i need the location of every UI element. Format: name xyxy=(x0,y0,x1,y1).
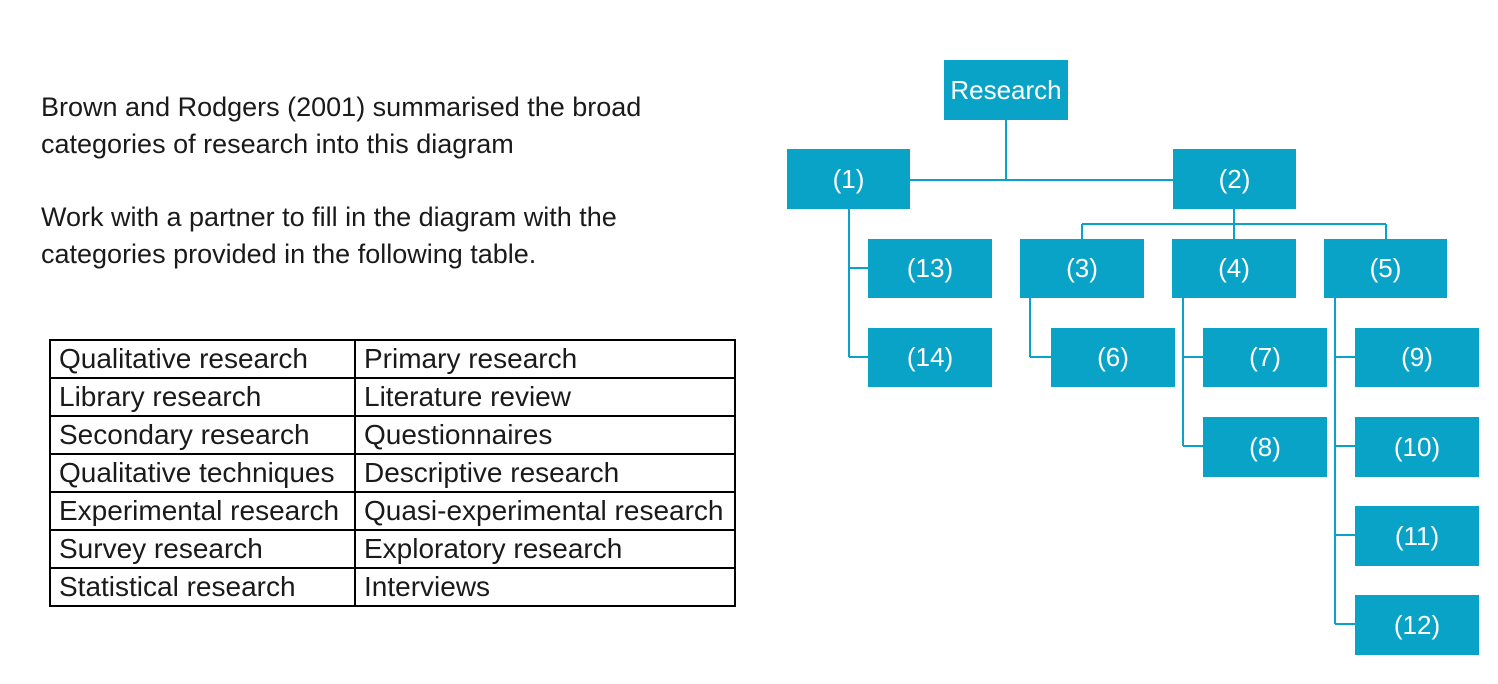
table-row: Qualitative techniques Descriptive resea… xyxy=(49,453,736,493)
categories-table: Qualitative research Primary research Li… xyxy=(49,339,736,607)
table-row: Survey research Exploratory research xyxy=(49,529,736,569)
table-cell: Literature review xyxy=(354,377,736,417)
node-6: (6) xyxy=(1051,328,1175,387)
node-7: (7) xyxy=(1203,328,1327,387)
table-cell: Descriptive research xyxy=(354,453,736,493)
node-12: (12) xyxy=(1355,595,1479,655)
node-13: (13) xyxy=(868,239,992,298)
node-11: (11) xyxy=(1355,506,1479,566)
intro-text: Brown and Rodgers (2001) summarised the … xyxy=(41,89,741,309)
table-cell: Qualitative techniques xyxy=(49,453,356,493)
node-14: (14) xyxy=(868,328,992,387)
node-4: (4) xyxy=(1172,239,1296,298)
node-1: (1) xyxy=(787,149,910,209)
table-cell: Questionnaires xyxy=(354,415,736,455)
table-row: Experimental research Quasi-experimental… xyxy=(49,491,736,531)
intro-paragraph-2: Work with a partner to fill in the diagr… xyxy=(41,202,617,269)
table-cell: Statistical research xyxy=(49,567,356,607)
table-cell: Primary research xyxy=(354,339,736,379)
node-8: (8) xyxy=(1203,417,1327,477)
table-row: Statistical research Interviews xyxy=(49,567,736,607)
table-cell: Secondary research xyxy=(49,415,356,455)
table-cell: Exploratory research xyxy=(354,529,736,569)
node-3: (3) xyxy=(1020,239,1144,298)
table-row: Secondary research Questionnaires xyxy=(49,415,736,455)
table-cell: Interviews xyxy=(354,567,736,607)
table-cell: Library research xyxy=(49,377,356,417)
node-2: (2) xyxy=(1173,149,1296,209)
table-row: Library research Literature review xyxy=(49,377,736,417)
table-cell: Experimental research xyxy=(49,491,356,531)
table-cell: Quasi-experimental research xyxy=(354,491,736,531)
table-cell: Survey research xyxy=(49,529,356,569)
node-10: (10) xyxy=(1355,417,1479,477)
research-root-node: Research xyxy=(944,60,1068,120)
table-row: Qualitative research Primary research xyxy=(49,339,736,379)
table-cell: Qualitative research xyxy=(49,339,356,379)
node-5: (5) xyxy=(1324,239,1447,298)
node-9: (9) xyxy=(1355,328,1479,387)
intro-paragraph-1: Brown and Rodgers (2001) summarised the … xyxy=(41,92,642,159)
